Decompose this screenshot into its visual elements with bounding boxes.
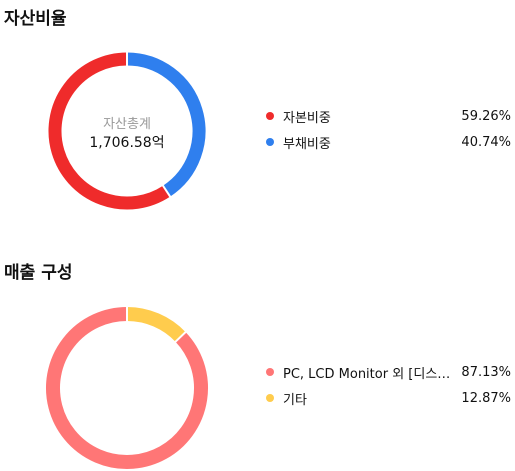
- section-title-asset-ratio: 자산비율: [4, 9, 67, 29]
- legend-percent: 12.87%: [461, 390, 511, 406]
- legend-item-equity: 자본비중 59.26%: [266, 103, 511, 129]
- donut-slice-pc-lcd-monitor: [46, 307, 208, 469]
- legend-label: 기타: [283, 392, 307, 408]
- donut-center-value: 1,706.58억: [89, 135, 165, 151]
- legend-item-pc-lcd-monitor: PC, LCD Monitor 외 [디스… 87.13%: [266, 359, 511, 385]
- donut-slice-equity: [48, 52, 171, 210]
- legend-dot: [266, 368, 274, 376]
- legend-dot: [266, 394, 274, 402]
- legend-dot: [266, 112, 274, 120]
- slice-separator: [161, 184, 172, 198]
- section-title-sales-composition: 매출 구성: [4, 263, 73, 283]
- legend-label: 부채비중: [283, 136, 331, 152]
- sales-composition-donut-chart: [46, 306, 208, 469]
- legend-dot: [266, 138, 274, 146]
- legend-item-liability: 부채비중 40.74%: [266, 129, 511, 155]
- legend-percent: 59.26%: [461, 108, 511, 124]
- slice-separator: [174, 330, 188, 344]
- legend-percent: 40.74%: [461, 134, 511, 150]
- legend-label: 자본비중: [283, 110, 331, 126]
- legend-percent: 87.13%: [461, 364, 511, 380]
- asset-ratio-legend: 자본비중 59.26% 부채비중 40.74%: [266, 103, 511, 155]
- donut-slice-other: [126, 307, 186, 342]
- legend-item-other: 기타 12.87%: [266, 385, 511, 411]
- donut-slice-liability: [126, 52, 206, 197]
- sales-composition-legend: PC, LCD Monitor 외 [디스… 87.13% 기타 12.87%: [266, 359, 511, 411]
- asset-ratio-donut-chart: [48, 51, 206, 210]
- legend-label: PC, LCD Monitor 외 [디스…: [283, 366, 451, 382]
- donut-center-caption: 자산총계: [103, 117, 151, 132]
